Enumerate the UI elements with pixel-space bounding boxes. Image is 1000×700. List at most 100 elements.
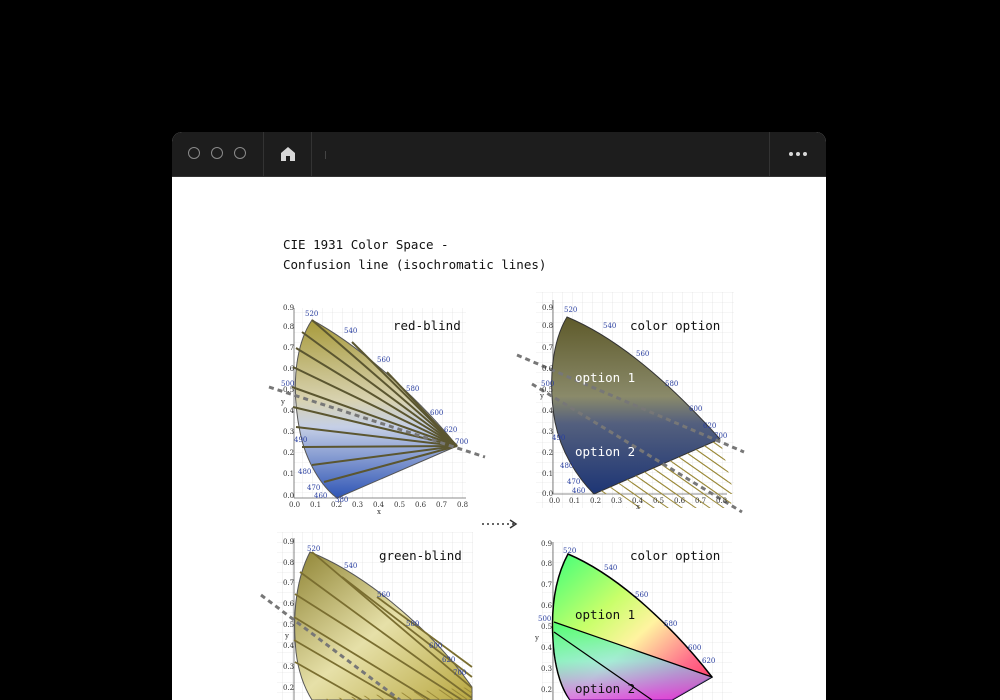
red-blind-chart: 0.9 0.8 0.7 0.6 0.5 0.4 0.3 0.2 0.1 0.0 0.0 0.1… [268,304,486,516]
svg-text:0.9: 0.9 [541,540,552,548]
svg-text:700: 700 [453,669,466,677]
svg-text:0.4: 0.4 [373,501,385,509]
svg-text:x: x [377,508,381,516]
svg-text:540: 540 [604,564,617,572]
svg-text:0.0: 0.0 [289,501,300,509]
svg-text:0.7: 0.7 [436,501,447,509]
svg-text:0.1: 0.1 [283,470,294,478]
close-window-button[interactable] [188,147,200,159]
green-blind-label: green-blind [379,548,462,563]
svg-text:0.0: 0.0 [283,492,294,500]
svg-text:0.5: 0.5 [542,386,553,394]
svg-text:0.4: 0.4 [283,407,295,415]
maximize-window-button[interactable] [234,147,246,159]
color-option-top-label: color option [630,318,720,333]
svg-text:0.3: 0.3 [352,501,363,509]
svg-text:0.1: 0.1 [542,470,553,478]
svg-text:0.6: 0.6 [415,501,427,509]
svg-text:0.2: 0.2 [283,684,294,692]
svg-text:520: 520 [563,547,576,555]
svg-text:0.2: 0.2 [542,449,553,457]
svg-text:540: 540 [344,327,357,335]
svg-text:470: 470 [307,484,320,492]
svg-text:0.2: 0.2 [541,686,552,694]
color-option-top-chart: 0.9 0.8 0.7 0.6 0.5 0.4 0.3 0.2 0.1 0.0 0.0 0.1… [516,292,745,514]
svg-text:0.6: 0.6 [542,365,554,373]
svg-text:0.3: 0.3 [611,497,622,505]
svg-text:580: 580 [406,385,419,393]
svg-text:0.1: 0.1 [569,497,580,505]
address-caret[interactable] [325,151,326,159]
svg-text:0.8: 0.8 [716,497,727,505]
option2-top-label: option 2 [575,444,635,459]
title-line-1: CIE 1931 Color Space - [283,237,449,252]
page-title: CIE 1931 Color Space - Confusion line (i… [283,235,546,275]
svg-text:600: 600 [689,405,702,413]
svg-text:0.1: 0.1 [310,501,321,509]
svg-text:y: y [280,398,285,406]
divider [263,132,264,176]
svg-text:0.7: 0.7 [283,579,294,587]
svg-text:520: 520 [564,306,577,314]
svg-text:500: 500 [538,615,551,623]
diagram-canvas: 0.9 0.8 0.7 0.6 0.5 0.4 0.3 0.2 0.1 0.0 0.0 0.1… [260,292,745,700]
svg-text:0.9: 0.9 [283,304,294,312]
home-icon[interactable] [278,144,298,164]
svg-text:540: 540 [344,562,357,570]
svg-text:0.7: 0.7 [542,344,553,352]
svg-text:y: y [539,392,544,400]
svg-text:0.8: 0.8 [283,323,294,331]
svg-text:480: 480 [298,468,311,476]
svg-text:490: 490 [552,434,565,442]
svg-text:0.3: 0.3 [542,428,553,436]
svg-text:0.0: 0.0 [542,490,553,498]
color-option-bottom-label: color option [630,548,720,563]
svg-text:700: 700 [455,438,468,446]
divider [769,132,770,176]
title-bar [172,132,826,177]
svg-text:490: 490 [294,436,307,444]
svg-text:0.7: 0.7 [541,581,552,589]
svg-text:0.4: 0.4 [541,644,553,652]
svg-text:0.7: 0.7 [283,344,294,352]
svg-text:460: 460 [572,487,585,495]
svg-text:0.3: 0.3 [541,665,552,673]
svg-text:0.2: 0.2 [590,497,601,505]
svg-text:500: 500 [281,380,294,388]
svg-text:600: 600 [430,409,443,417]
more-icon[interactable] [786,147,810,161]
svg-text:0.6: 0.6 [674,497,686,505]
svg-text:0.4: 0.4 [542,407,554,415]
svg-text:620: 620 [702,657,715,665]
divider [311,132,312,176]
svg-text:0.9: 0.9 [542,304,553,312]
svg-text:520: 520 [305,310,318,318]
svg-text:0.6: 0.6 [283,600,295,608]
svg-text:0.3: 0.3 [283,663,294,671]
svg-text:600: 600 [429,642,442,650]
svg-text:0.5: 0.5 [283,621,294,629]
svg-text:600: 600 [688,644,701,652]
svg-text:500: 500 [541,380,554,388]
svg-text:700: 700 [714,432,727,440]
svg-text:460: 460 [314,492,327,500]
svg-text:480: 480 [560,462,573,470]
svg-text:620: 620 [442,656,455,664]
svg-text:0.5: 0.5 [653,497,664,505]
red-blind-label: red-blind [393,318,461,333]
dotted-arrow-icon [482,519,518,529]
svg-text:560: 560 [377,356,390,364]
minimize-window-button[interactable] [211,147,223,159]
green-blind-chart: 0.9 0.8 0.7 0.6 0.5 0.4 0.3 0.2 y 520 540 560 5… [260,532,473,700]
svg-text:560: 560 [377,591,390,599]
svg-text:0.4: 0.4 [632,497,644,505]
svg-text:0.8: 0.8 [541,560,552,568]
color-option-bottom-chart: 0.9 0.8 0.7 0.6 0.5 0.4 0.3 0.2 y 520 540 560 5… [534,540,732,700]
svg-text:0.3: 0.3 [283,428,294,436]
svg-text:470: 470 [567,478,580,486]
svg-text:0.0: 0.0 [549,497,560,505]
svg-text:380: 380 [335,496,348,504]
svg-text:y: y [284,632,289,640]
svg-text:540: 540 [603,322,616,330]
svg-text:x: x [636,503,640,511]
